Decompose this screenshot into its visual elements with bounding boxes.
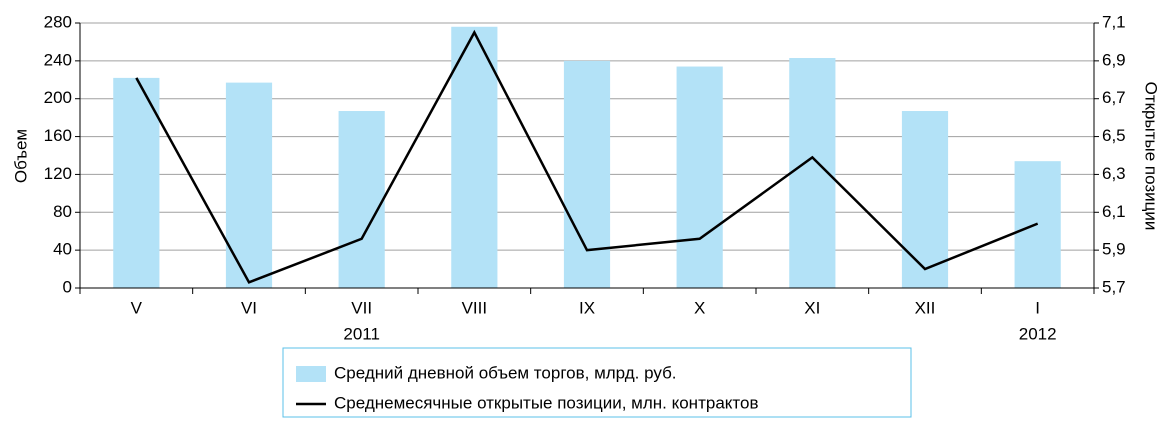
x-tick-label: VI bbox=[241, 298, 257, 317]
line bbox=[135, 29, 1039, 284]
x-tick-label: X bbox=[694, 298, 705, 317]
y-tick-label: 80 bbox=[53, 202, 72, 221]
y-tick-label: 240 bbox=[44, 50, 72, 69]
bar bbox=[676, 66, 723, 289]
x-tick-label: VIII bbox=[462, 298, 488, 317]
y-tick-label: 0 bbox=[63, 277, 72, 296]
x-tick-label: IX bbox=[579, 298, 595, 317]
y-axis-label: Объем bbox=[11, 129, 30, 183]
y2-axis-label: Открытые позиции bbox=[1142, 82, 1161, 231]
legend-label: Средний дневной объем торгов, млрд. руб. bbox=[334, 363, 677, 382]
x-tick-label: VII bbox=[351, 298, 372, 317]
bar bbox=[113, 77, 160, 289]
y2-tick-label: 7,1 bbox=[1102, 12, 1126, 31]
x-tick-label: V bbox=[131, 298, 143, 317]
y-tick-label: 120 bbox=[44, 164, 72, 183]
y-tick-label: 200 bbox=[44, 88, 72, 107]
year-label: 2011 bbox=[343, 324, 380, 343]
legend-box bbox=[282, 347, 912, 418]
bar bbox=[901, 111, 949, 289]
legend-label: Среднемесячные открытые позиции, млн. ко… bbox=[334, 393, 758, 412]
bar bbox=[338, 111, 385, 289]
x-tick-label: I bbox=[1035, 298, 1040, 317]
y-tick-label: 40 bbox=[53, 240, 72, 259]
y2-tick-label: 6,1 bbox=[1102, 202, 1126, 221]
y2-tick-label: 6,5 bbox=[1102, 126, 1126, 145]
y2-tick-label: 5,7 bbox=[1102, 277, 1126, 296]
year-label: 2012 bbox=[1019, 324, 1057, 343]
y2-tick-label: 6,9 bbox=[1102, 50, 1126, 69]
y2-tick-label: 6,3 bbox=[1102, 164, 1126, 183]
y-tick-label: 280 bbox=[44, 12, 72, 31]
bar bbox=[563, 60, 611, 288]
legend-swatch bbox=[296, 366, 326, 382]
y-tick-label: 160 bbox=[44, 126, 72, 145]
x-tick-label: XII bbox=[915, 298, 936, 317]
y2-tick-label: 5,9 bbox=[1102, 240, 1126, 259]
x-tick-label: XI bbox=[804, 298, 820, 317]
y2-tick-label: 6,7 bbox=[1102, 88, 1126, 107]
bar bbox=[225, 82, 273, 288]
bar bbox=[451, 26, 498, 289]
